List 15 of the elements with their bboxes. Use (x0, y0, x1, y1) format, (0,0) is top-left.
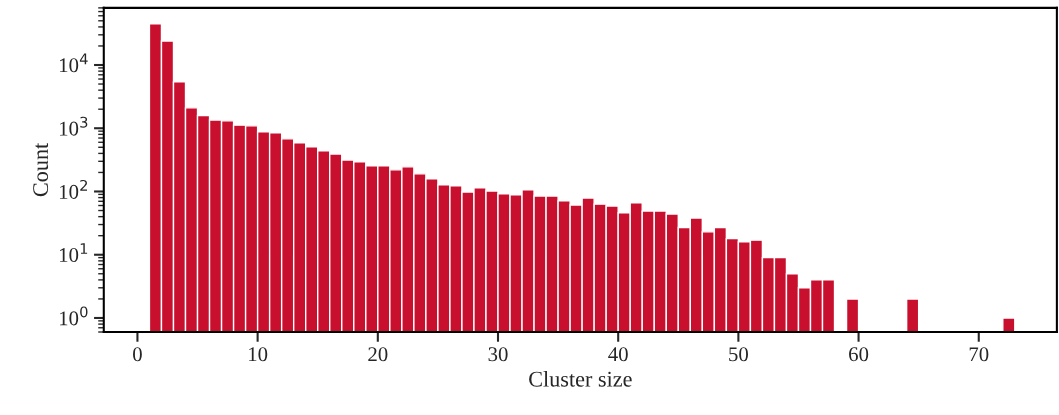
x-tick-label: 20 (368, 347, 388, 362)
x-tick-label: 0 (133, 347, 142, 362)
y-tick-label: 10$^{4}$ (59, 53, 88, 73)
y-tick-label: 10$^{1}$ (59, 243, 88, 263)
x-tick-label: 50 (729, 347, 748, 362)
x-tick-label: 70 (969, 347, 989, 362)
x-tick-label: 60 (849, 347, 869, 362)
y-tick-label: 10$^{3}$ (59, 116, 88, 136)
y-tick-label: 10$^{0}$ (59, 306, 88, 326)
y-axis-title: Count (33, 142, 49, 197)
x-tick-label: 10 (249, 347, 268, 362)
x-tick-label: 40 (608, 347, 628, 362)
y-tick-label: 10$^{2}$ (59, 179, 88, 199)
x-axis-title: Cluster size (529, 371, 632, 387)
x-tick-label: 30 (488, 347, 508, 362)
